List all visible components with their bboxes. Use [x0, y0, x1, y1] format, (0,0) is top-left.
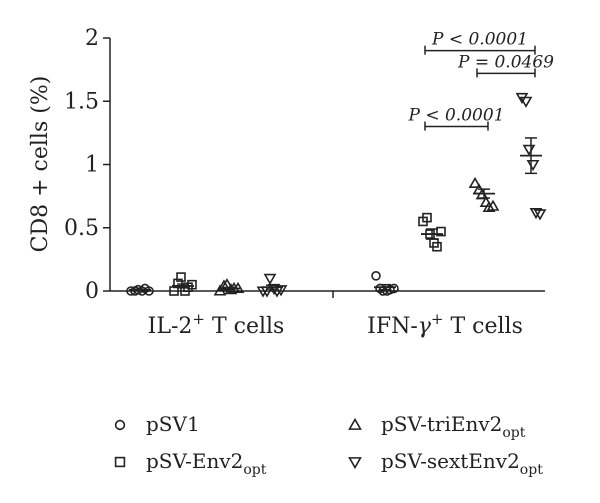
data-point [371, 271, 381, 281]
legend-marker [114, 419, 126, 431]
x-group-label: IL-2+ T cells [148, 310, 285, 339]
legend-label: pSV-triEnv2opt [381, 412, 526, 441]
y-tick-label: 1 [85, 153, 99, 178]
p-value-label: P < 0.0001 [431, 30, 528, 50]
legend-label: pSV-sextEnv2opt [381, 449, 543, 478]
y-tick-label: 2 [85, 26, 99, 51]
data-point [522, 144, 536, 156]
data-point [468, 176, 482, 189]
data-point [263, 273, 277, 285]
legend-label: pSV-Env2opt [146, 449, 267, 478]
data-point [422, 212, 432, 223]
y-axis: 0 0.5 1 1.5 2 CD8 + cells (%) [28, 26, 111, 304]
y-tick-label: 0 [85, 279, 99, 304]
y-tick-label: 0.5 [64, 216, 99, 241]
data-point [144, 286, 154, 296]
y-axis-label: CD8 + cells (%) [28, 76, 53, 253]
data-point [486, 199, 500, 211]
p-value-label: P < 0.0001 [408, 106, 505, 126]
data-point [176, 272, 186, 282]
mean-sem-bars [129, 137, 542, 291]
data-point [526, 159, 540, 172]
data-point [482, 200, 496, 213]
data-point [533, 209, 547, 221]
legend-marker [348, 457, 362, 470]
data-point [436, 226, 446, 237]
legend: pSV1 pSV-Env2opt pSV-triEnv2opt pSV-sextEnv… [114, 412, 543, 478]
legend-marker [114, 456, 126, 468]
data-point [126, 286, 136, 296]
data-point [274, 285, 288, 297]
x-group-label: IFN-γ+ T cells [367, 310, 523, 339]
p-value-label: P = 0.0469 [457, 52, 554, 72]
legend-marker [348, 417, 362, 430]
data-point [519, 96, 533, 108]
data-point [529, 208, 543, 220]
y-tick-label: 1.5 [64, 89, 99, 114]
data-point [389, 283, 399, 294]
legend-label: pSV1 [146, 412, 200, 436]
x-axis: IL-2+ T cells IFN-γ+ T cells [110, 290, 545, 339]
data-point [432, 241, 442, 252]
